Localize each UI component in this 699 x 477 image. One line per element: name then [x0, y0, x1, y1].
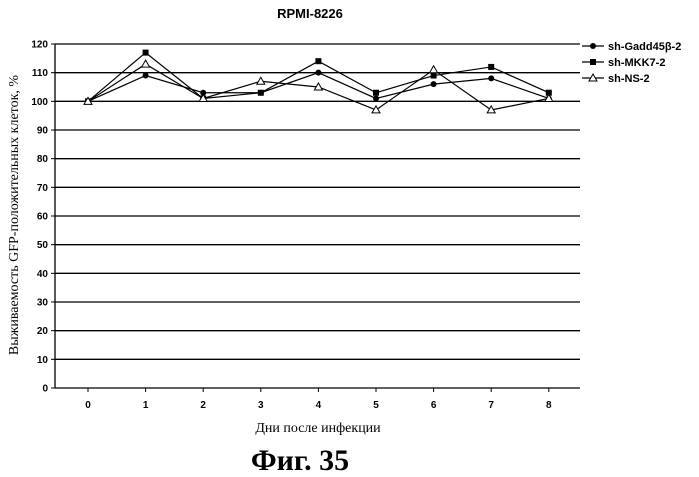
legend-marker-1	[590, 43, 596, 49]
y-tick-label-100: 100	[31, 97, 48, 108]
legend: sh-Gadd45β-2 sh-MKK7-2 sh-NS-2	[582, 41, 681, 85]
y-tick-labels: 0 10 20 30 40 50 60 70 80 90 100 110 120	[31, 40, 48, 395]
y-tick-label-120: 120	[31, 40, 48, 51]
axes	[51, 44, 580, 392]
x-tick-label-6: 6	[431, 400, 437, 411]
legend-item-1: sh-Gadd45β-2	[582, 41, 681, 53]
y-tick-label-10: 10	[37, 355, 49, 366]
legend-marker-2	[590, 59, 596, 65]
x-tick-label-2: 2	[200, 400, 206, 411]
point-s2-x1	[143, 50, 149, 56]
legend-item-3: sh-NS-2	[582, 73, 650, 85]
y-tick-label-0: 0	[42, 384, 48, 395]
x-tick-label-7: 7	[488, 400, 494, 411]
series-2	[85, 50, 552, 105]
point-s2-x3	[258, 90, 264, 96]
point-s2-x7	[488, 64, 494, 70]
point-s1-x7	[488, 75, 494, 81]
figure-label: Фиг. 35	[251, 444, 349, 477]
chart-title: RPMI-8226	[277, 6, 343, 21]
legend-label-3: sh-NS-2	[608, 73, 650, 85]
y-tick-label-60: 60	[37, 212, 49, 223]
y-tick-label-20: 20	[37, 326, 49, 337]
point-s2-x6	[431, 73, 437, 79]
y-tick-label-90: 90	[37, 126, 49, 137]
y-tick-label-30: 30	[37, 298, 49, 309]
series-group	[84, 50, 553, 113]
y-tick-label-40: 40	[37, 269, 49, 280]
point-s1-x6	[431, 81, 437, 87]
x-tick-label-1: 1	[143, 400, 149, 411]
point-s1-x5	[373, 95, 379, 101]
grid-lines	[55, 44, 580, 359]
y-tick-label-80: 80	[37, 154, 49, 165]
y-tick-label-110: 110	[32, 68, 49, 79]
x-tick-label-4: 4	[316, 400, 322, 411]
point-s2-x5	[373, 90, 379, 96]
legend-item-2: sh-MKK7-2	[582, 57, 665, 69]
x-tick-label-5: 5	[373, 400, 379, 411]
point-s2-x4	[315, 58, 321, 64]
x-tick-label-8: 8	[546, 400, 552, 411]
point-s3-x1	[142, 60, 150, 67]
x-axis-label: Дни после инфекции	[255, 421, 381, 436]
point-s1-x1	[143, 73, 149, 79]
y-axis-label: Выживаемость GFP-положительных клеток, %	[7, 75, 22, 355]
x-tick-label-0: 0	[85, 400, 91, 411]
y-tick-label-50: 50	[37, 240, 49, 251]
y-tick-label-70: 70	[37, 183, 49, 194]
legend-label-1: sh-Gadd45β-2	[608, 41, 681, 53]
legend-label-2: sh-MKK7-2	[608, 57, 665, 69]
x-tick-label-3: 3	[258, 400, 264, 411]
x-tick-labels: 0 1 2 3 4 5 6 7 8	[85, 400, 552, 411]
point-s1-x4	[315, 70, 321, 76]
point-s3-x3	[257, 77, 265, 84]
point-s3-x6	[430, 66, 438, 73]
